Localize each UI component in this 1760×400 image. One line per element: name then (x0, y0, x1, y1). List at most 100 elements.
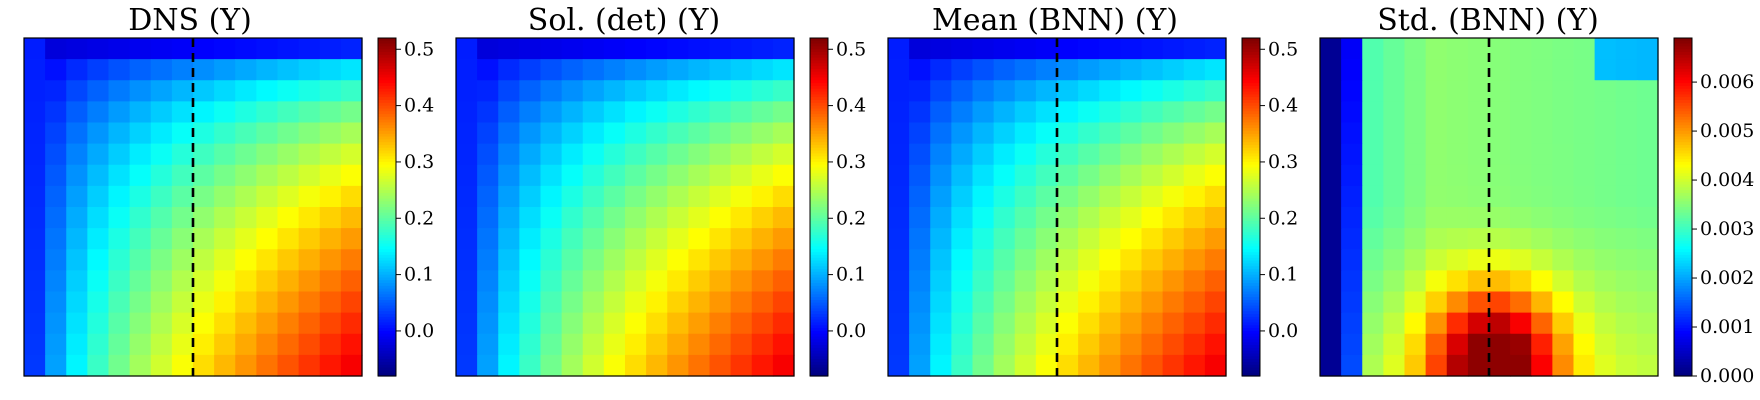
heatmap-cell (298, 38, 321, 60)
heatmap-cell (1489, 291, 1511, 314)
heatmap-cell (1383, 270, 1406, 293)
colorbar-segment (810, 99, 828, 104)
colorbar-segment (378, 308, 396, 312)
heatmap-cell (1204, 354, 1227, 377)
heatmap-cell (730, 333, 753, 356)
heatmap-cell (625, 101, 647, 124)
heatmap-cell (1636, 59, 1659, 81)
heatmap-cell (1014, 80, 1037, 102)
heatmap-cell (129, 228, 152, 250)
heatmap-cell (1425, 59, 1448, 81)
heatmap-cell (1636, 101, 1659, 124)
heatmap-cell (561, 59, 584, 81)
heatmap-cell (772, 143, 795, 166)
colorbar-segment (810, 167, 828, 171)
heatmap-cell (1099, 38, 1121, 60)
heatmap-cell (709, 270, 732, 293)
colorbar-segment (1242, 99, 1260, 104)
heatmap-cell (108, 122, 131, 145)
heatmap-cell (340, 59, 363, 81)
heatmap-cell (646, 80, 668, 102)
heatmap-cell (1183, 101, 1206, 124)
heatmap-cell (171, 143, 194, 166)
heatmap-cell (456, 249, 478, 271)
heatmap-cell (24, 164, 46, 187)
colorbar-segment (810, 302, 828, 307)
heatmap-cell (1446, 185, 1469, 208)
heatmap-cell (993, 143, 1016, 166)
colorbar-segment (810, 66, 828, 70)
heatmap-cell (646, 354, 668, 377)
heatmap-cell (1594, 164, 1617, 187)
heatmap-cell (1531, 143, 1553, 166)
heatmap-cell (1014, 185, 1037, 208)
heatmap-cell (87, 101, 110, 124)
heatmap-cell (1183, 249, 1206, 271)
colorbar-segment (810, 316, 828, 321)
colorbar-segment (810, 122, 828, 126)
heatmap-cell (1078, 228, 1100, 250)
colorbar-segment (1674, 370, 1692, 374)
colorbar-segment (810, 142, 828, 146)
colorbar-segment (378, 170, 396, 174)
heatmap-cell (1341, 80, 1363, 102)
colorbar-frame (377, 37, 397, 377)
heatmap-cell (171, 59, 194, 81)
heatmap-cell (214, 312, 236, 335)
heatmap-cell (1078, 164, 1100, 187)
heatmap-cell (1183, 38, 1206, 60)
heatmap-cell (1162, 333, 1185, 356)
heatmap-cell (1594, 354, 1617, 377)
colorbar-segment (378, 229, 396, 233)
heatmap-cell (1204, 291, 1227, 314)
colorbar-segment (378, 74, 396, 79)
heatmap-cell (1573, 333, 1596, 356)
heatmap-cell (930, 333, 952, 356)
heatmap-cell (1141, 101, 1164, 124)
heatmap-cell (909, 101, 931, 124)
heatmap-cell (646, 312, 668, 335)
heatmap-cell (456, 185, 478, 208)
heatmap-cell (1057, 122, 1079, 145)
heatmap-cell (298, 249, 321, 271)
heatmap-cell (171, 270, 194, 293)
colorbar-segment (1674, 229, 1692, 233)
colorbar-segment (378, 147, 396, 152)
heatmap-cell (1014, 270, 1037, 293)
heatmap-cell (66, 101, 88, 124)
heatmap-cell (1489, 164, 1511, 187)
heatmap-cell (171, 333, 194, 356)
heatmap-cell (235, 249, 257, 271)
heatmap-cell (667, 270, 689, 293)
heatmap-cell (171, 312, 194, 335)
heatmap-cell (340, 80, 363, 102)
heatmap-cell (1078, 249, 1100, 271)
heatmap-cell (256, 185, 279, 208)
colorbar-segment (1674, 57, 1692, 62)
heatmap-cell (319, 38, 342, 60)
heatmap-cell (1141, 354, 1164, 377)
heatmap-cell (66, 143, 88, 166)
colorbar-segment (810, 271, 828, 276)
heatmap-cell (235, 59, 257, 81)
heatmap-cell (235, 354, 257, 377)
colorbar-segment (1674, 294, 1692, 298)
heatmap-cell (951, 291, 974, 314)
colorbar-segment (378, 43, 396, 48)
heatmap-cell (214, 143, 236, 166)
heatmap-cell (1425, 38, 1448, 60)
colorbar-segment (378, 128, 396, 132)
heatmap-cell (772, 249, 795, 271)
heatmap-cell (751, 101, 774, 124)
colorbar-segment (378, 316, 396, 321)
heatmap-cell (1615, 354, 1638, 377)
heatmap-cell (888, 354, 910, 377)
heatmap-cell (193, 312, 215, 335)
heatmap-cell (87, 270, 110, 293)
heatmap-cell (972, 38, 995, 60)
colorbar-segment (378, 364, 396, 369)
colorbar-segment (378, 350, 396, 355)
colorbar-segment (1242, 316, 1260, 321)
colorbar-segment (1674, 316, 1692, 321)
colorbar-segment (1242, 49, 1260, 53)
